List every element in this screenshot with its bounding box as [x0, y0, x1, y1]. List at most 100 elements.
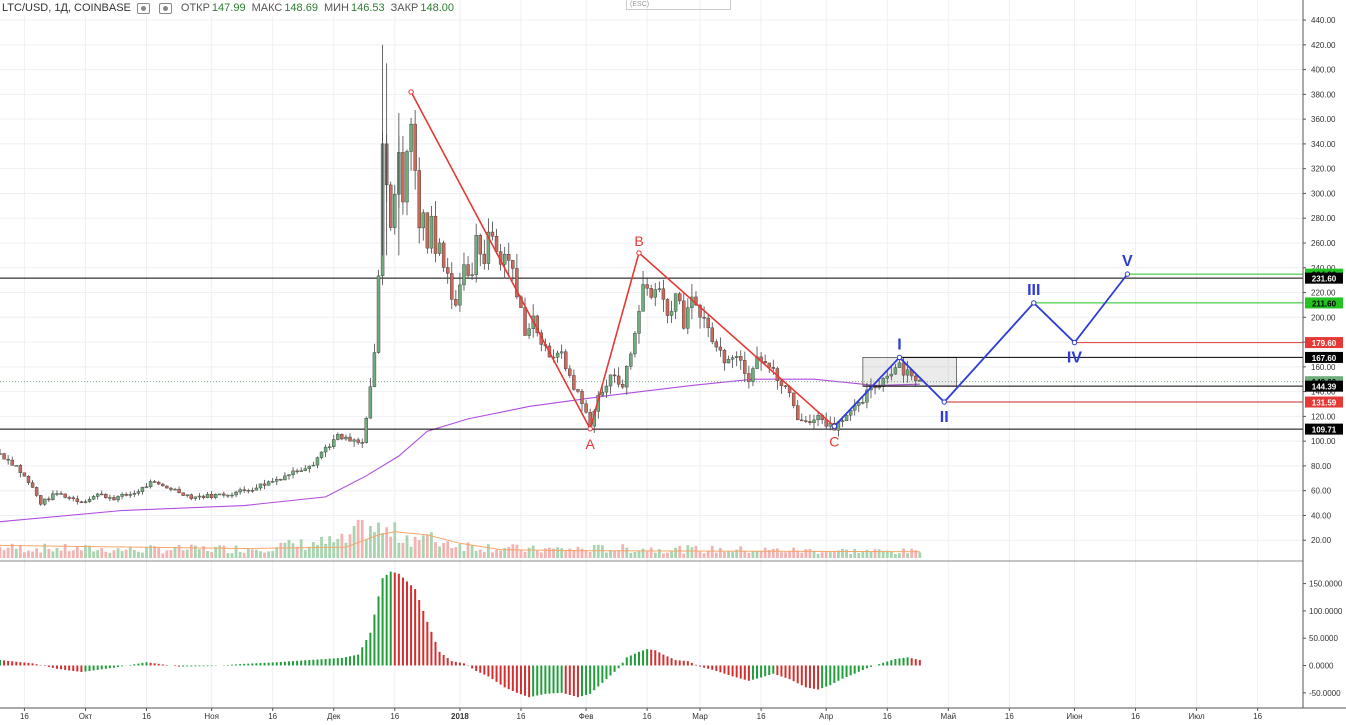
volume-bar — [849, 553, 853, 558]
volume-bar — [393, 522, 397, 558]
impulse-line — [833, 273, 1129, 427]
volume-bar — [120, 551, 124, 558]
candle-body — [185, 494, 189, 496]
volume-bar — [401, 542, 405, 558]
candle-body — [63, 493, 67, 498]
candle — [791, 392, 796, 409]
candle — [873, 385, 877, 395]
candle — [897, 358, 902, 368]
candle-body — [311, 464, 316, 467]
volume-bar — [336, 538, 340, 558]
candle — [555, 350, 560, 363]
candle — [466, 256, 470, 279]
candle — [800, 413, 804, 422]
settings-eye-icon[interactable] — [158, 2, 172, 14]
candle-body — [885, 375, 889, 379]
candle-body — [734, 356, 739, 358]
candle — [222, 491, 226, 498]
volume-ma-line — [0, 531, 920, 553]
volume-bar — [324, 543, 327, 558]
candle — [580, 389, 584, 412]
candle — [238, 487, 242, 495]
volume-bar — [458, 544, 462, 558]
time-tick-label: 16 — [1005, 712, 1014, 721]
volume-bar — [482, 551, 486, 558]
volume-bar — [560, 548, 564, 558]
price-level-bg — [1305, 272, 1343, 284]
volume-bar — [751, 551, 755, 558]
volume-series — [0, 519, 922, 558]
time-tick-label: 16 — [643, 712, 652, 721]
candle-body — [718, 346, 723, 351]
candle — [332, 434, 336, 449]
candle — [214, 493, 218, 500]
visibility-eye-icon[interactable] — [136, 2, 150, 14]
candle-body — [804, 420, 808, 422]
candle — [775, 366, 780, 390]
price-tick-label: 100.00 — [1311, 437, 1336, 446]
volume-bar — [39, 552, 43, 558]
candle-body — [214, 494, 218, 498]
candle-body — [629, 353, 633, 367]
candle — [564, 349, 568, 372]
volume-bar — [824, 551, 828, 558]
price-level-bg — [1305, 351, 1343, 363]
candle-body — [502, 253, 507, 265]
volume-bar — [177, 545, 181, 558]
candle-body — [291, 470, 295, 475]
candle — [47, 496, 51, 502]
candle-body — [763, 361, 767, 364]
volume-bar — [185, 549, 189, 558]
candle — [918, 379, 922, 382]
candle — [865, 382, 869, 409]
price-level-bg — [1305, 380, 1343, 392]
volume-bar — [116, 548, 120, 558]
volume-bar — [35, 548, 39, 558]
impulse-point — [831, 423, 838, 429]
volume-bar — [291, 543, 295, 558]
volume-bar — [373, 532, 376, 558]
candle — [327, 443, 332, 451]
volume-bar — [580, 548, 584, 558]
candle-body — [230, 494, 234, 497]
price-level-bg — [1305, 423, 1343, 435]
volume-bar — [780, 552, 783, 558]
candle-body — [657, 288, 662, 290]
candle-body — [112, 497, 116, 501]
candle-body — [625, 366, 629, 388]
price-tick-label: 200.00 — [1311, 313, 1336, 322]
symbol-label[interactable]: LTC/USD, 1Д, COINBASE — [2, 2, 131, 14]
candle — [83, 499, 88, 504]
abc-point — [408, 89, 414, 95]
candle — [201, 494, 206, 500]
volume-bar — [837, 550, 840, 558]
candle — [157, 480, 161, 486]
volume-bar — [193, 545, 197, 558]
volume-bar — [820, 552, 824, 558]
candle — [730, 354, 735, 369]
volume-bar — [678, 545, 682, 558]
candle — [751, 366, 755, 387]
candle-body — [462, 264, 466, 286]
volume-bar — [637, 550, 641, 558]
volume-bar — [55, 548, 59, 558]
candle-body — [726, 359, 731, 364]
volume-bar — [507, 546, 511, 558]
volume-bar — [51, 551, 55, 558]
impulse-point — [896, 354, 903, 361]
candle — [51, 490, 55, 501]
esc-hint[interactable]: (ESC) — [626, 0, 731, 10]
time-axis: 16 Окт 16 Ноя 16 Дек 16 2018 16 Фев 16 Мар 16 Апр 16 Ма… — [20, 708, 1263, 721]
close-value: 148.00 — [420, 2, 455, 14]
abc-label: C — [829, 433, 839, 449]
volume-bar — [438, 546, 441, 558]
low-value: 146.53 — [350, 2, 385, 14]
price-tick-label: 400.00 — [1311, 66, 1336, 75]
volume-bar — [161, 553, 165, 558]
volume-bar — [910, 548, 914, 558]
candle — [437, 238, 442, 256]
candle — [10, 456, 14, 466]
price-tick-label: 360.00 — [1311, 115, 1336, 124]
time-tick-label: 16 — [268, 712, 277, 721]
